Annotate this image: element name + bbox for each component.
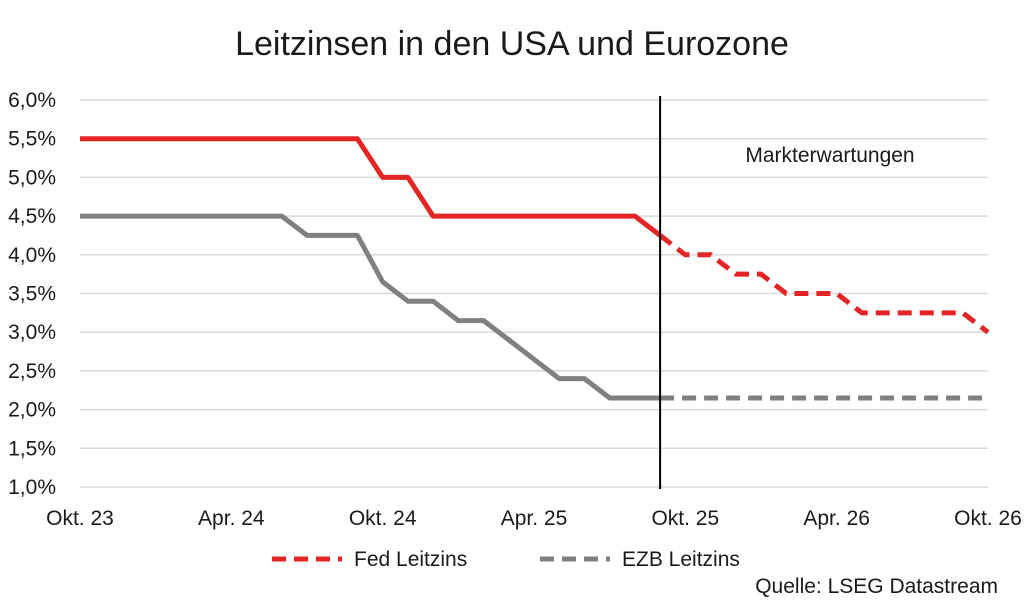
source-note: Quelle: LSEG Datastream	[755, 575, 998, 598]
y-tick-label: 4,5%	[8, 205, 56, 228]
x-tick-label: Okt. 26	[954, 507, 1022, 530]
legend: Fed Leitzins EZB Leitzins	[272, 548, 740, 571]
chart-title: Leitzinsen in den USA und Eurozone	[235, 25, 789, 63]
y-tick-label: 6,0%	[8, 89, 56, 112]
y-tick-label: 3,0%	[8, 321, 56, 344]
x-tick-label: Apr. 24	[198, 507, 265, 530]
y-axis-tick-labels: 1,0% 1,5% 2,0% 2,5% 3,0% 3,5% 4,0% 4,5% 5,0% 5,5%…	[8, 89, 56, 499]
y-tick-label: 2,5%	[8, 360, 56, 383]
ezb-leitzins-line-actual	[80, 213, 661, 401]
y-tick-label: 2,0%	[8, 399, 56, 422]
y-tick-label: 1,5%	[8, 437, 56, 460]
x-tick-label: Okt. 25	[651, 507, 719, 530]
fed-leitzins-line-actual	[80, 136, 662, 238]
y-tick-label: 3,5%	[8, 283, 56, 306]
y-tick-label: 5,5%	[8, 128, 56, 151]
x-tick-label: Apr. 26	[803, 507, 870, 530]
fed-leitzins-line-forecast	[658, 233, 990, 335]
gridlines	[80, 99, 988, 488]
y-tick-label: 4,0%	[8, 244, 56, 267]
series-lines	[80, 136, 990, 401]
x-axis-tick-labels: Okt. 23 Apr. 24 Okt. 24 Apr. 25 Okt. 25 Apr. …	[46, 507, 1022, 530]
forecast-annotation-label: Markterwartungen	[745, 144, 914, 167]
ezb-leitzins-legend-label: EZB Leitzins	[622, 548, 740, 571]
x-tick-label: Apr. 25	[501, 507, 568, 530]
fed-leitzins-legend-label: Fed Leitzins	[354, 548, 467, 571]
x-tick-label: Okt. 23	[46, 507, 114, 530]
y-tick-label: 1,0%	[8, 476, 56, 499]
x-tick-label: Okt. 24	[349, 507, 417, 530]
y-tick-label: 5,0%	[8, 166, 56, 189]
